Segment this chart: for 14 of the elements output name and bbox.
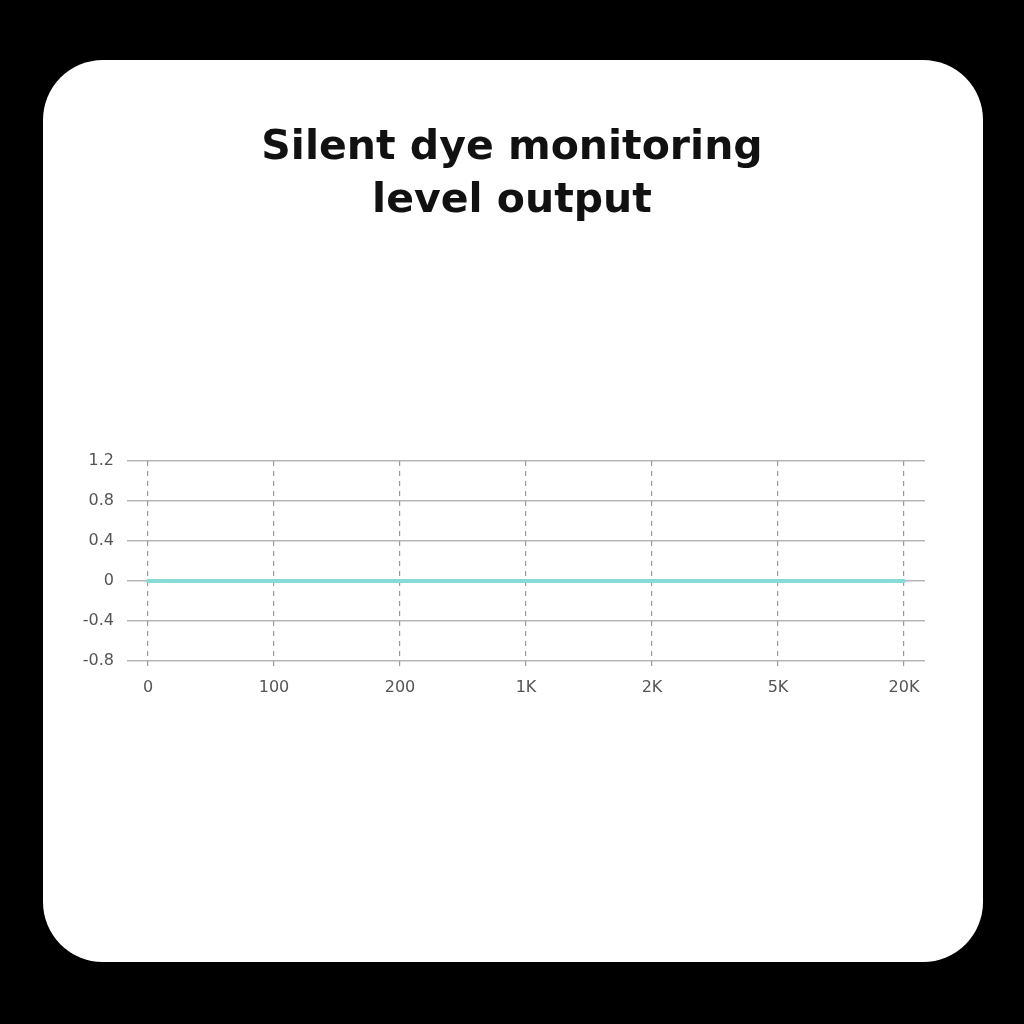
y-tick-label: 0 — [103, 570, 114, 590]
x-tick-label: 100 — [258, 676, 290, 696]
x-tick-label: 200 — [384, 676, 416, 696]
y-tick-label: 0.4 — [88, 530, 114, 550]
x-tick-label: 5K — [767, 676, 789, 696]
y-tick-label: 1.2 — [88, 450, 114, 470]
x-tick-label: 0 — [142, 676, 154, 696]
y-tick-label: -0.8 — [82, 650, 114, 670]
y-tick-label: -0.4 — [82, 610, 114, 630]
x-tick-label: 20K — [888, 676, 920, 696]
x-tick-label: 2K — [641, 676, 663, 696]
chart-title: Silent dye monitoring level output — [260, 120, 764, 224]
y-tick-label: 0.8 — [88, 490, 114, 510]
x-tick-label: 1K — [515, 676, 537, 696]
